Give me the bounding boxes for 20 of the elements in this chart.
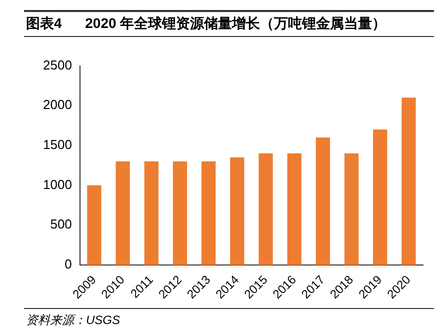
y-tick-label: 500: [50, 216, 72, 232]
text: 资料来源：USGS: [26, 312, 120, 329]
bar: [172, 161, 188, 265]
bar: [87, 185, 102, 265]
bar: [258, 153, 273, 265]
y-tick-label: 1500: [43, 137, 72, 152]
bar: [402, 98, 416, 265]
bar: [144, 161, 158, 265]
y-tick-label: 2500: [43, 57, 72, 72]
bar: [230, 157, 244, 265]
bar: [344, 153, 359, 265]
y-tick-label: 2000: [43, 97, 72, 112]
y-tick-label: 0: [64, 256, 72, 272]
chart-title: 图表4 2020 年全球锂资源储量增长（万吨锂金属当量）: [26, 15, 386, 33]
bar: [373, 130, 388, 265]
bar: [116, 161, 130, 265]
bar: [202, 161, 216, 265]
bar: [287, 153, 302, 265]
y-tick-label: 1000: [43, 176, 72, 192]
bar: [316, 137, 330, 265]
